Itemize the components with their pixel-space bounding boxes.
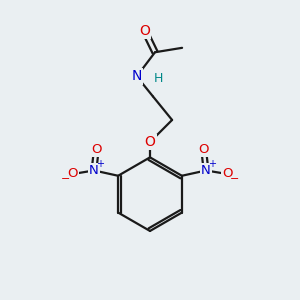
Text: O: O [222, 167, 232, 181]
Text: O: O [198, 143, 209, 156]
Text: O: O [91, 143, 102, 156]
Text: +: + [208, 159, 217, 169]
Text: O: O [145, 135, 155, 149]
Text: −: − [60, 174, 70, 184]
Text: O: O [139, 24, 150, 38]
Text: H: H [153, 72, 163, 85]
Text: O: O [68, 167, 78, 181]
Text: −: − [230, 174, 240, 184]
Text: N: N [89, 164, 99, 177]
Text: N: N [201, 164, 211, 177]
Text: N: N [132, 69, 142, 83]
Text: +: + [97, 159, 104, 169]
